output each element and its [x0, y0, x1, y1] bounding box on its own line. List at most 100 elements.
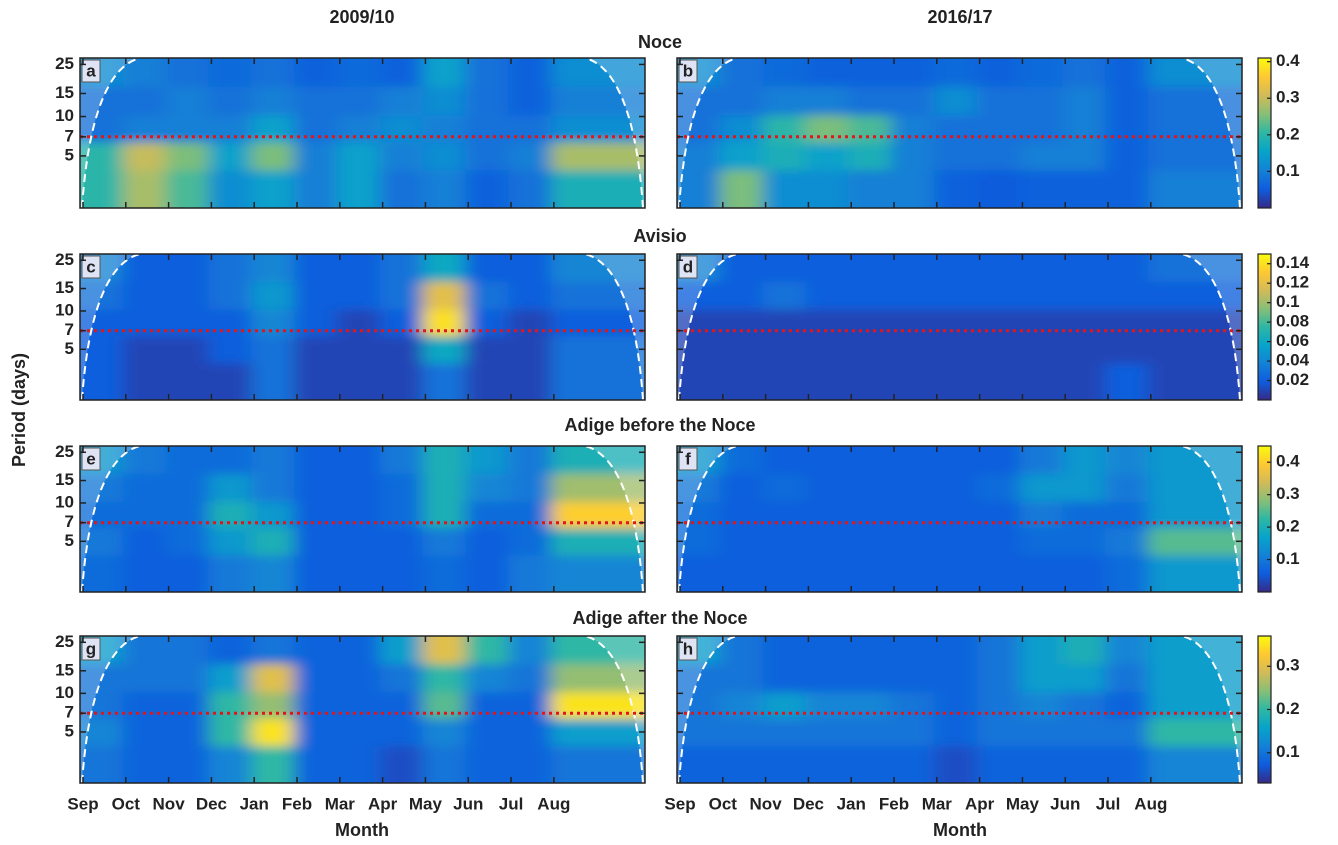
heatmap-cell [251, 692, 295, 720]
x-tick-label: Aug [1134, 794, 1167, 813]
heatmap-cell [123, 502, 167, 529]
heatmap-cell [891, 87, 935, 117]
heatmap-cell [934, 474, 978, 503]
heatmap-cell [294, 234, 338, 283]
heatmap-cell [977, 115, 1021, 143]
heatmap-cell [720, 115, 764, 143]
heatmap-cell [1019, 170, 1063, 229]
heatmap-cell [465, 170, 509, 229]
heatmap-cell [891, 282, 935, 311]
heatmap-cell [805, 310, 849, 337]
heatmap-cell [977, 426, 1021, 475]
heatmap-cell [380, 528, 424, 556]
colorbar-tick-label: 0.06 [1276, 331, 1309, 350]
heatmap-cell [508, 363, 552, 421]
heatmap-cell [805, 87, 849, 117]
column-title: 2009/10 [329, 7, 394, 27]
colorbar-tick-label: 0.3 [1276, 484, 1300, 503]
x-tick-label: Apr [368, 794, 398, 813]
heatmap-cell [1019, 692, 1063, 720]
heatmap-cell [465, 719, 509, 747]
heatmap-cell [208, 616, 252, 665]
heatmap-cell [977, 87, 1021, 117]
heatmap-cell [422, 115, 466, 143]
heatmap-cell [1105, 170, 1149, 229]
heatmap [60, 38, 666, 229]
heatmap-cell [337, 310, 381, 337]
heatmap-cell [1105, 719, 1149, 747]
heatmap-cell [977, 719, 1021, 747]
heatmap-cell [123, 115, 167, 143]
heatmap-cell [805, 38, 849, 88]
heatmap-cell [380, 719, 424, 747]
heatmap-cell [891, 115, 935, 143]
heatmap-cell [891, 310, 935, 337]
heatmap-cell [251, 528, 295, 556]
heatmap-cell [465, 616, 509, 665]
heatmap-cell [465, 474, 509, 503]
heatmap-cell [1148, 363, 1263, 421]
heatmap-cell [123, 363, 167, 421]
heatmap-cell [1148, 502, 1263, 529]
heatmap-cell [294, 282, 338, 311]
heatmap-cell [934, 336, 978, 364]
heatmap-cell [720, 282, 764, 311]
heatmap-cell [977, 502, 1021, 529]
heatmap-cell [166, 363, 210, 421]
heatmap-cell [123, 528, 167, 556]
heatmap-cell [337, 336, 381, 364]
heatmap-cell [551, 719, 666, 747]
heatmap-cell [337, 170, 381, 229]
heatmap-cell [934, 234, 978, 283]
heatmap [657, 426, 1263, 613]
heatmap-cell [1019, 115, 1063, 143]
heatmap-cell [657, 528, 721, 556]
heatmap-cell [337, 282, 381, 311]
heatmap-cell [166, 143, 210, 172]
heatmap-cell [657, 555, 721, 613]
heatmap-cell [1105, 664, 1149, 693]
heatmap-cell [508, 234, 552, 283]
colorbar-tick-label: 0.1 [1276, 161, 1300, 180]
heatmap-cells [657, 616, 1263, 804]
heatmap-cell [805, 692, 849, 720]
heatmap-cell [123, 143, 167, 172]
heatmap-cells [60, 616, 666, 804]
heatmap-cell [508, 87, 552, 117]
x-tick-label: Jan [240, 794, 269, 813]
heatmap-cell [891, 502, 935, 529]
heatmap-cell [891, 363, 935, 421]
heatmap-cell [720, 143, 764, 172]
heatmap-cell [380, 502, 424, 529]
x-tick-label: Sep [67, 794, 98, 813]
heatmap-cell [1105, 87, 1149, 117]
heatmap-cell [337, 234, 381, 283]
y-tick-label: 10 [55, 492, 74, 511]
heatmap-cell [934, 719, 978, 747]
heatmap-cell [422, 234, 466, 283]
heatmap-cell [1105, 426, 1149, 475]
heatmap-cell [208, 426, 252, 475]
heatmap-cell [551, 310, 666, 337]
heatmap-cell [848, 115, 892, 143]
heatmap-cell [208, 115, 252, 143]
heatmap-cell [166, 502, 210, 529]
heatmap-cell [1148, 474, 1263, 503]
heatmap-cell [1062, 616, 1106, 665]
heatmap-cell [422, 528, 466, 556]
y-tick-label: 5 [65, 145, 74, 164]
heatmap-cell [380, 474, 424, 503]
heatmap-cell [208, 719, 252, 747]
heatmap-cell [422, 363, 466, 421]
row-title: Adige before the Noce [564, 415, 755, 435]
heatmap-cell [337, 143, 381, 172]
heatmap-cell [508, 310, 552, 337]
heatmap-cell [720, 555, 764, 613]
x-tick-label: May [409, 794, 443, 813]
colorbar-tick-label: 0.08 [1276, 312, 1309, 331]
heatmap-cell [1105, 310, 1149, 337]
heatmap-cell [551, 528, 666, 556]
heatmap-cell [465, 692, 509, 720]
heatmap-cell [60, 363, 124, 421]
heatmap-cell [1105, 616, 1149, 665]
